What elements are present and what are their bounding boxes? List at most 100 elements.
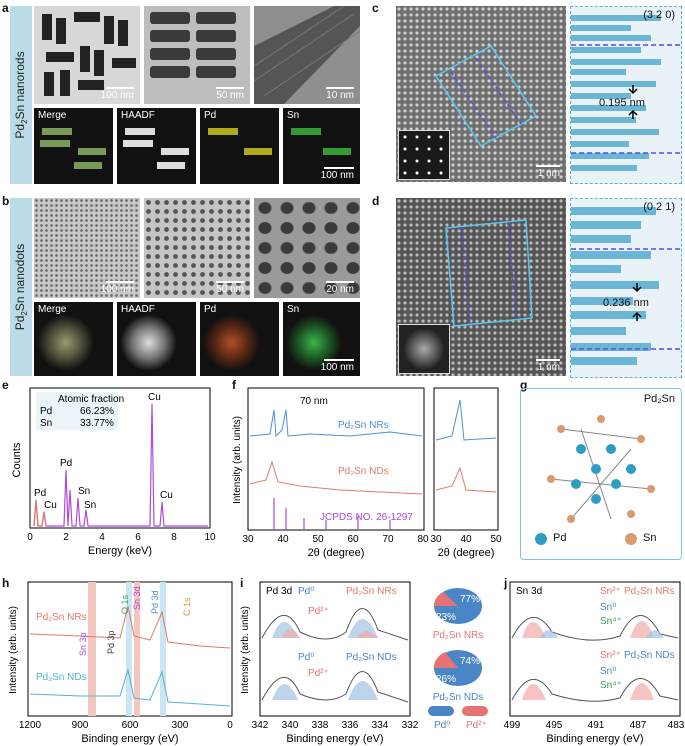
h-peak: Sn 3d [132, 586, 142, 610]
h-peak: Pd 3d [150, 590, 160, 614]
peak-label: Sn [78, 486, 90, 497]
h-nd: Pd₂Sn NDs [36, 672, 87, 683]
j-title: Sn 3d [516, 586, 542, 597]
panel-b-side-label: Pd2Sn nanodots [12, 243, 30, 331]
plane-label-c: (3 2 0) [643, 9, 675, 21]
xps-survey: Pd₂Sn NRs Pd₂Sn NDs Sn 3p Pd 3p O 1s Sn … [8, 581, 233, 745]
i-xlabel: Binding energy (eV) [286, 733, 383, 745]
j-sn2-nd: Sn²⁺ [600, 650, 621, 661]
legend-pd0: Pd⁰ [434, 720, 450, 731]
eds-map-merge-a: Merge [34, 108, 113, 184]
haadf-rods [123, 128, 189, 169]
peak-label: Sn [84, 500, 96, 511]
panel-d-label: d [372, 194, 380, 208]
j-xtick: 491 [588, 720, 605, 731]
panel-c-label: c [372, 1, 379, 15]
h-xtick: 1200 [19, 720, 42, 731]
hrtem-nanodot: 1 nm [396, 198, 566, 376]
f-xtick2: 40 [460, 534, 472, 545]
h-peak: C 1s [182, 597, 192, 616]
eds-spectrum: 0 2 4 6 8 10 Energy (keV) Counts Pd Cu P… [11, 387, 216, 557]
nanorod-hr-lattice [254, 6, 360, 104]
j-xtick: 483 [668, 720, 685, 731]
tem-nanorods-low: 100 nm [34, 6, 140, 104]
hrtem-roi-d [445, 219, 533, 327]
panel-g-label: g [520, 378, 528, 392]
pie-nd-label: Pd₂Sn NDs [433, 692, 484, 703]
i-pd0: Pd⁰ [298, 586, 314, 597]
j-nd: Pd₂Sn NDs [624, 650, 675, 661]
e-xtick: 10 [204, 532, 216, 543]
f-ref: JCPDS NO. 26-1297 [320, 512, 413, 523]
legend-sn: Sn [643, 532, 657, 544]
panel-a-sidebar: Pd2Sn nanorods [10, 6, 32, 184]
f-ylabel: Intensity (arb. units) [232, 416, 243, 504]
e-xtick: 2 [63, 532, 69, 543]
crystal-title: Pd₂Sn [643, 393, 675, 405]
i-xtick: 338 [312, 720, 329, 731]
f-xtick: 30 [242, 534, 254, 545]
h-peak: O 1s [120, 594, 130, 614]
h-xtick: 900 [72, 720, 89, 731]
legend-pd: Pd [553, 532, 567, 544]
e-xtick: 6 [135, 532, 141, 543]
h-xtick: 0 [227, 720, 233, 731]
i-pd0-nd: Pd⁰ [298, 652, 314, 663]
plane-label-d: (0 2 1) [643, 201, 675, 213]
f-xtick2: 50 [490, 534, 502, 545]
h-xtick: 300 [172, 720, 189, 731]
j-sn0-nd: Sn⁰ [600, 666, 616, 677]
j-xlabel: Binding energy (eV) [546, 733, 643, 745]
pd-dots [208, 128, 272, 155]
i-xtick: 340 [282, 720, 299, 731]
f-nd: Pd₂Sn NDs [338, 466, 389, 477]
panel-e-label: e [2, 378, 9, 392]
i-title: Pd 3d [266, 586, 292, 597]
nanorod-particles [42, 12, 136, 96]
peak-label: Cu [148, 392, 161, 403]
scale-bar: 1 nm [536, 359, 560, 373]
xps-pd3d: Pd 3d Pd⁰ Pd²⁺ Pd₂Sn NRs Pd⁰ Pd²⁺ Pd₂Sn … [240, 581, 488, 745]
panel-i-label: i [240, 576, 244, 590]
crystal-lattice [535, 415, 655, 545]
tem-nanorods-mid: 50 nm [144, 6, 250, 104]
e-ylabel: Counts [11, 442, 23, 477]
i-xtick: 336 [342, 720, 359, 731]
f-xlabel: 2θ (degree) [308, 547, 365, 559]
i-ylabel: Intensity (arb. units) [240, 606, 251, 694]
h-peak: Sn 3p [78, 632, 88, 656]
table-pd: Pd [40, 406, 52, 417]
fft-inset [398, 130, 450, 180]
f-xtick: 70 [382, 534, 394, 545]
pie-nr: 77% 23% [434, 588, 482, 624]
panel-f-label: f [232, 378, 236, 392]
pie-nd-pd0: 74% [460, 656, 480, 667]
peak-label: Pd [60, 458, 72, 469]
e-xtick: 0 [27, 532, 33, 543]
xps-sn3d: Sn 3d Sn²⁺ Pd₂Sn NRs Sn⁰ Sn⁴⁺ Sn²⁺ Pd₂Sn… [504, 581, 685, 745]
eds-map-pd-b: Pd [200, 302, 279, 376]
tem-nanodots-low: 100 nm [34, 198, 140, 298]
scale-bar: 1 nm [536, 165, 560, 179]
eds-map-haadf-a: HAADF [117, 108, 196, 184]
pie-nr-label: Pd₂Sn NRs [433, 630, 484, 641]
scale-bar: 20 nm [326, 281, 354, 295]
scale-bar: 100 nm [101, 87, 134, 101]
scale-bar: 50 nm [216, 87, 244, 101]
hrtem-nanorod: 1 nm [396, 6, 566, 182]
tem-nanorods-hr: 10 nm [254, 6, 360, 104]
sn-dots [291, 128, 351, 155]
line-profile-d: (0 2 1) 0.236 nm [570, 198, 682, 378]
peak-label: Cu [160, 490, 173, 501]
panel-b-label: b [2, 194, 10, 208]
f-xlabel2: 2θ (degree) [438, 547, 495, 559]
scale-bar: 50 nm [216, 281, 244, 295]
legend-pd2: Pd²⁺ [466, 720, 487, 731]
eds-map-sn-a: Sn 100 nm [283, 108, 360, 184]
f-xtick: 50 [312, 534, 324, 545]
h-xtick: 600 [122, 720, 139, 731]
h-xlabel: Binding energy (eV) [81, 733, 178, 745]
eds-map-merge-b: Merge [34, 302, 113, 376]
eds-map-pd-a: Pd [200, 108, 279, 184]
f-nr: Pd₂Sn NRs [338, 420, 389, 431]
